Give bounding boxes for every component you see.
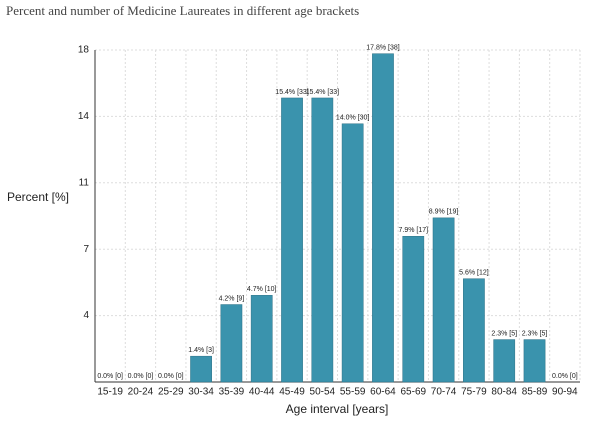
bar xyxy=(341,123,364,383)
chart-title: Percent and number of Medicine Laureates… xyxy=(6,3,359,18)
x-axis-label: Age interval [years] xyxy=(286,402,389,416)
value-label: 15.4% [33] xyxy=(306,89,340,96)
x-tick-label: 15-19 xyxy=(97,387,123,398)
value-label: 14.0% [30] xyxy=(336,115,370,122)
bar xyxy=(372,53,394,383)
x-tick-label: 35-39 xyxy=(219,387,245,398)
bar xyxy=(220,304,243,383)
bar xyxy=(281,97,303,383)
value-label: 8.9% [19] xyxy=(429,209,459,216)
value-label: 0.0% [0] xyxy=(552,373,578,380)
value-label: 15.4% [33] xyxy=(275,89,309,96)
x-tick-label: 55-59 xyxy=(340,387,366,398)
value-label: 2.3% [5] xyxy=(491,330,517,337)
x-tick-label: 20-24 xyxy=(128,387,154,398)
y-tick-label: 18 xyxy=(78,45,90,56)
bar xyxy=(493,339,516,383)
x-tick-label: 75-79 xyxy=(461,387,487,398)
value-label: 17.8% [38] xyxy=(366,45,400,52)
x-tick-label: 60-64 xyxy=(370,387,396,398)
x-tick-label: 65-69 xyxy=(400,387,426,398)
x-tick-label: 90-94 xyxy=(552,387,578,398)
x-tick-label: 40-44 xyxy=(249,387,275,398)
x-tick-label: 30-34 xyxy=(188,387,214,398)
y-tick-label: 11 xyxy=(79,177,90,188)
bar xyxy=(402,236,425,383)
bar xyxy=(523,339,546,383)
value-label: 5.6% [12] xyxy=(459,270,489,277)
x-tick-label: 50-54 xyxy=(310,387,336,398)
y-tick-label: 4 xyxy=(83,310,89,321)
value-label: 4.2% [9] xyxy=(219,295,245,302)
y-axis-label: Percent [%] xyxy=(7,190,69,204)
x-tick-label: 85-89 xyxy=(522,387,548,398)
bar xyxy=(250,295,273,383)
bar xyxy=(311,97,334,383)
bar xyxy=(190,355,212,383)
value-label: 4.7% [10] xyxy=(247,286,277,293)
x-tick-label: 80-84 xyxy=(491,387,517,398)
value-label: 0.0% [0] xyxy=(97,373,123,380)
y-tick-label: 14 xyxy=(78,111,90,122)
value-label: 0.0% [0] xyxy=(128,373,154,380)
value-label: 1.4% [3] xyxy=(188,347,214,354)
x-tick-label: 70-74 xyxy=(431,387,457,398)
bar xyxy=(463,278,485,383)
value-label: 0.0% [0] xyxy=(158,373,184,380)
value-label: 7.9% [17] xyxy=(398,227,428,234)
value-label: 2.3% [5] xyxy=(522,330,548,337)
y-tick-label: 7 xyxy=(83,244,89,255)
x-tick-label: 25-29 xyxy=(158,387,184,398)
x-tick-label: 45-49 xyxy=(279,387,305,398)
bar xyxy=(432,217,455,383)
